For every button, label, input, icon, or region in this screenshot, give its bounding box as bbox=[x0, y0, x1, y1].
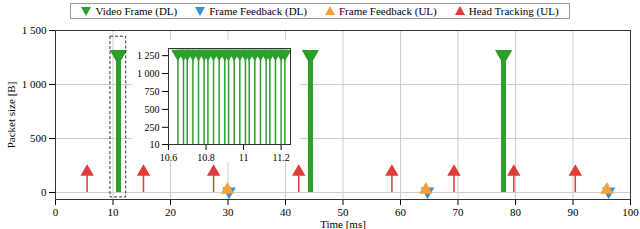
html-text:Video Frame (DL): Video Frame (DL) bbox=[95, 5, 178, 17]
svg-text:750: 750 bbox=[145, 86, 160, 97]
svg-text:60: 60 bbox=[395, 206, 407, 218]
svg-text:11: 11 bbox=[239, 152, 249, 162]
svg-text:500: 500 bbox=[145, 104, 160, 115]
svg-text:1 000: 1 000 bbox=[137, 68, 160, 79]
svg-text:11.2: 11.2 bbox=[273, 152, 290, 162]
svg-text:20: 20 bbox=[165, 206, 177, 218]
svg-text:70: 70 bbox=[453, 206, 465, 218]
svg-text:Packet size [B]: Packet size [B] bbox=[5, 82, 17, 149]
svg-text:80: 80 bbox=[510, 206, 522, 218]
svg-text:100: 100 bbox=[622, 206, 639, 218]
svg-text:1 000: 1 000 bbox=[22, 78, 47, 90]
svg-text:40: 40 bbox=[280, 206, 292, 218]
svg-text:250: 250 bbox=[145, 122, 160, 133]
svg-text:10: 10 bbox=[150, 139, 160, 150]
svg-text:0: 0 bbox=[53, 206, 59, 218]
svg-text:1 250: 1 250 bbox=[137, 50, 160, 61]
svg-text:1 500: 1 500 bbox=[22, 24, 47, 36]
html-text:Frame Feedback (DL): Frame Feedback (DL) bbox=[209, 5, 307, 17]
html-text:Frame Feedback (UL): Frame Feedback (UL) bbox=[339, 5, 437, 17]
svg-text:0: 0 bbox=[41, 186, 47, 198]
svg-text:500: 500 bbox=[30, 132, 47, 144]
svg-text:50: 50 bbox=[338, 206, 350, 218]
svg-text:10.8: 10.8 bbox=[197, 152, 215, 162]
svg-text:Time [ms]: Time [ms] bbox=[320, 218, 366, 229]
svg-text:30: 30 bbox=[223, 206, 235, 218]
svg-text:10: 10 bbox=[108, 206, 120, 218]
svg-text:10.6: 10.6 bbox=[160, 152, 178, 162]
html-text:Head Tracking (UL): Head Tracking (UL) bbox=[468, 5, 559, 17]
svg-text:90: 90 bbox=[568, 206, 580, 218]
